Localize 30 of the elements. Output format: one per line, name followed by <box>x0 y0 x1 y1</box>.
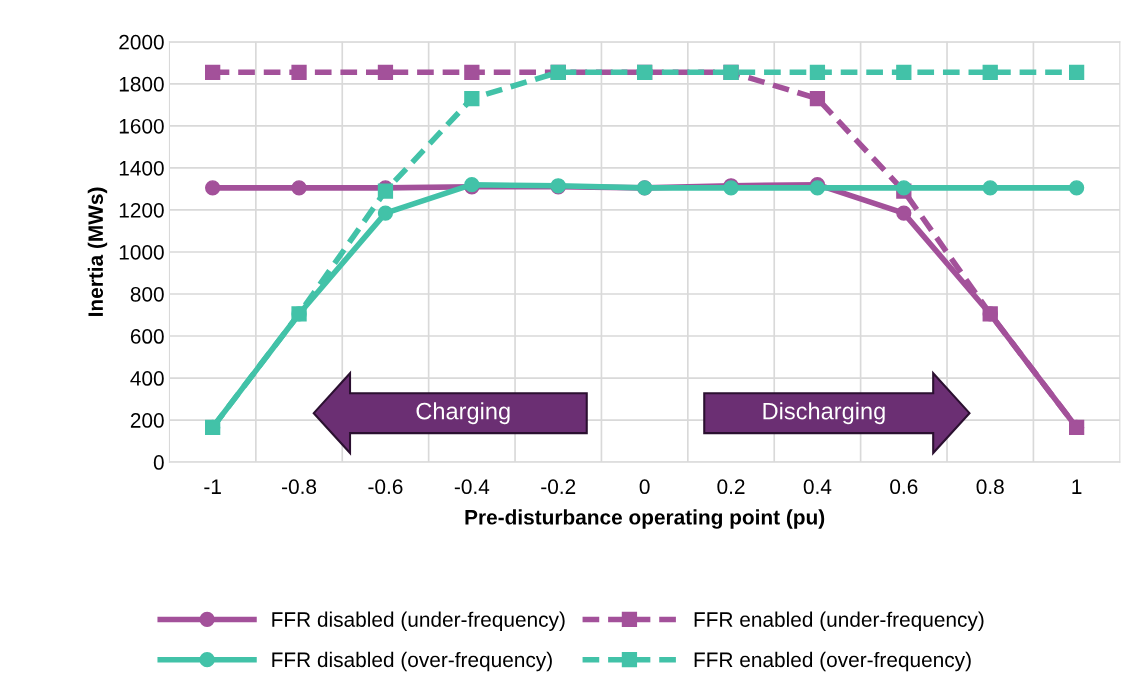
annotation: Discharging <box>763 402 885 425</box>
y-tick-label: 800 <box>130 287 164 302</box>
y-axis-title: Inertia (MWs) <box>87 187 108 316</box>
x-tick-label: 0.6 <box>890 479 918 495</box>
annotation: Charging <box>416 402 510 425</box>
x-tick-label: 0.4 <box>803 479 832 495</box>
x-axis-title: Pre-disturbance operating point (pu) <box>465 509 825 529</box>
x-tick-label: 1 <box>1072 479 1082 494</box>
y-tick-label: 600 <box>130 329 164 344</box>
y-tick-label: 400 <box>130 371 164 386</box>
y-tick-label: 1200 <box>119 202 164 218</box>
y-tick-label: 1000 <box>119 244 164 260</box>
x-tick-label: -0.2 <box>541 479 576 495</box>
y-tick-label: 1400 <box>119 160 164 176</box>
legend-label: FFR enabled (over-frequency) <box>694 651 971 672</box>
x-tick-label: -0.8 <box>282 479 317 495</box>
x-tick-label: -1 <box>204 479 221 494</box>
x-tick-label: -0.4 <box>454 479 490 495</box>
y-tick-label: 2000 <box>119 34 164 50</box>
legend-label: FFR enabled (under-frequency) <box>694 611 984 632</box>
y-tick-label: 1800 <box>119 76 164 92</box>
y-tick-label: 1600 <box>119 118 164 134</box>
y-tick-label: 200 <box>130 413 164 428</box>
x-tick-label: 0.8 <box>976 479 1004 495</box>
legend-label: FFR disabled (under-frequency) <box>272 611 565 632</box>
x-tick-label: 0 <box>639 479 650 495</box>
x-tick-label: 0.2 <box>717 479 745 495</box>
y-tick-label: 0 <box>153 455 164 470</box>
legend-label: FFR disabled (over-frequency) <box>272 651 552 672</box>
x-tick-label: -0.6 <box>368 479 403 495</box>
